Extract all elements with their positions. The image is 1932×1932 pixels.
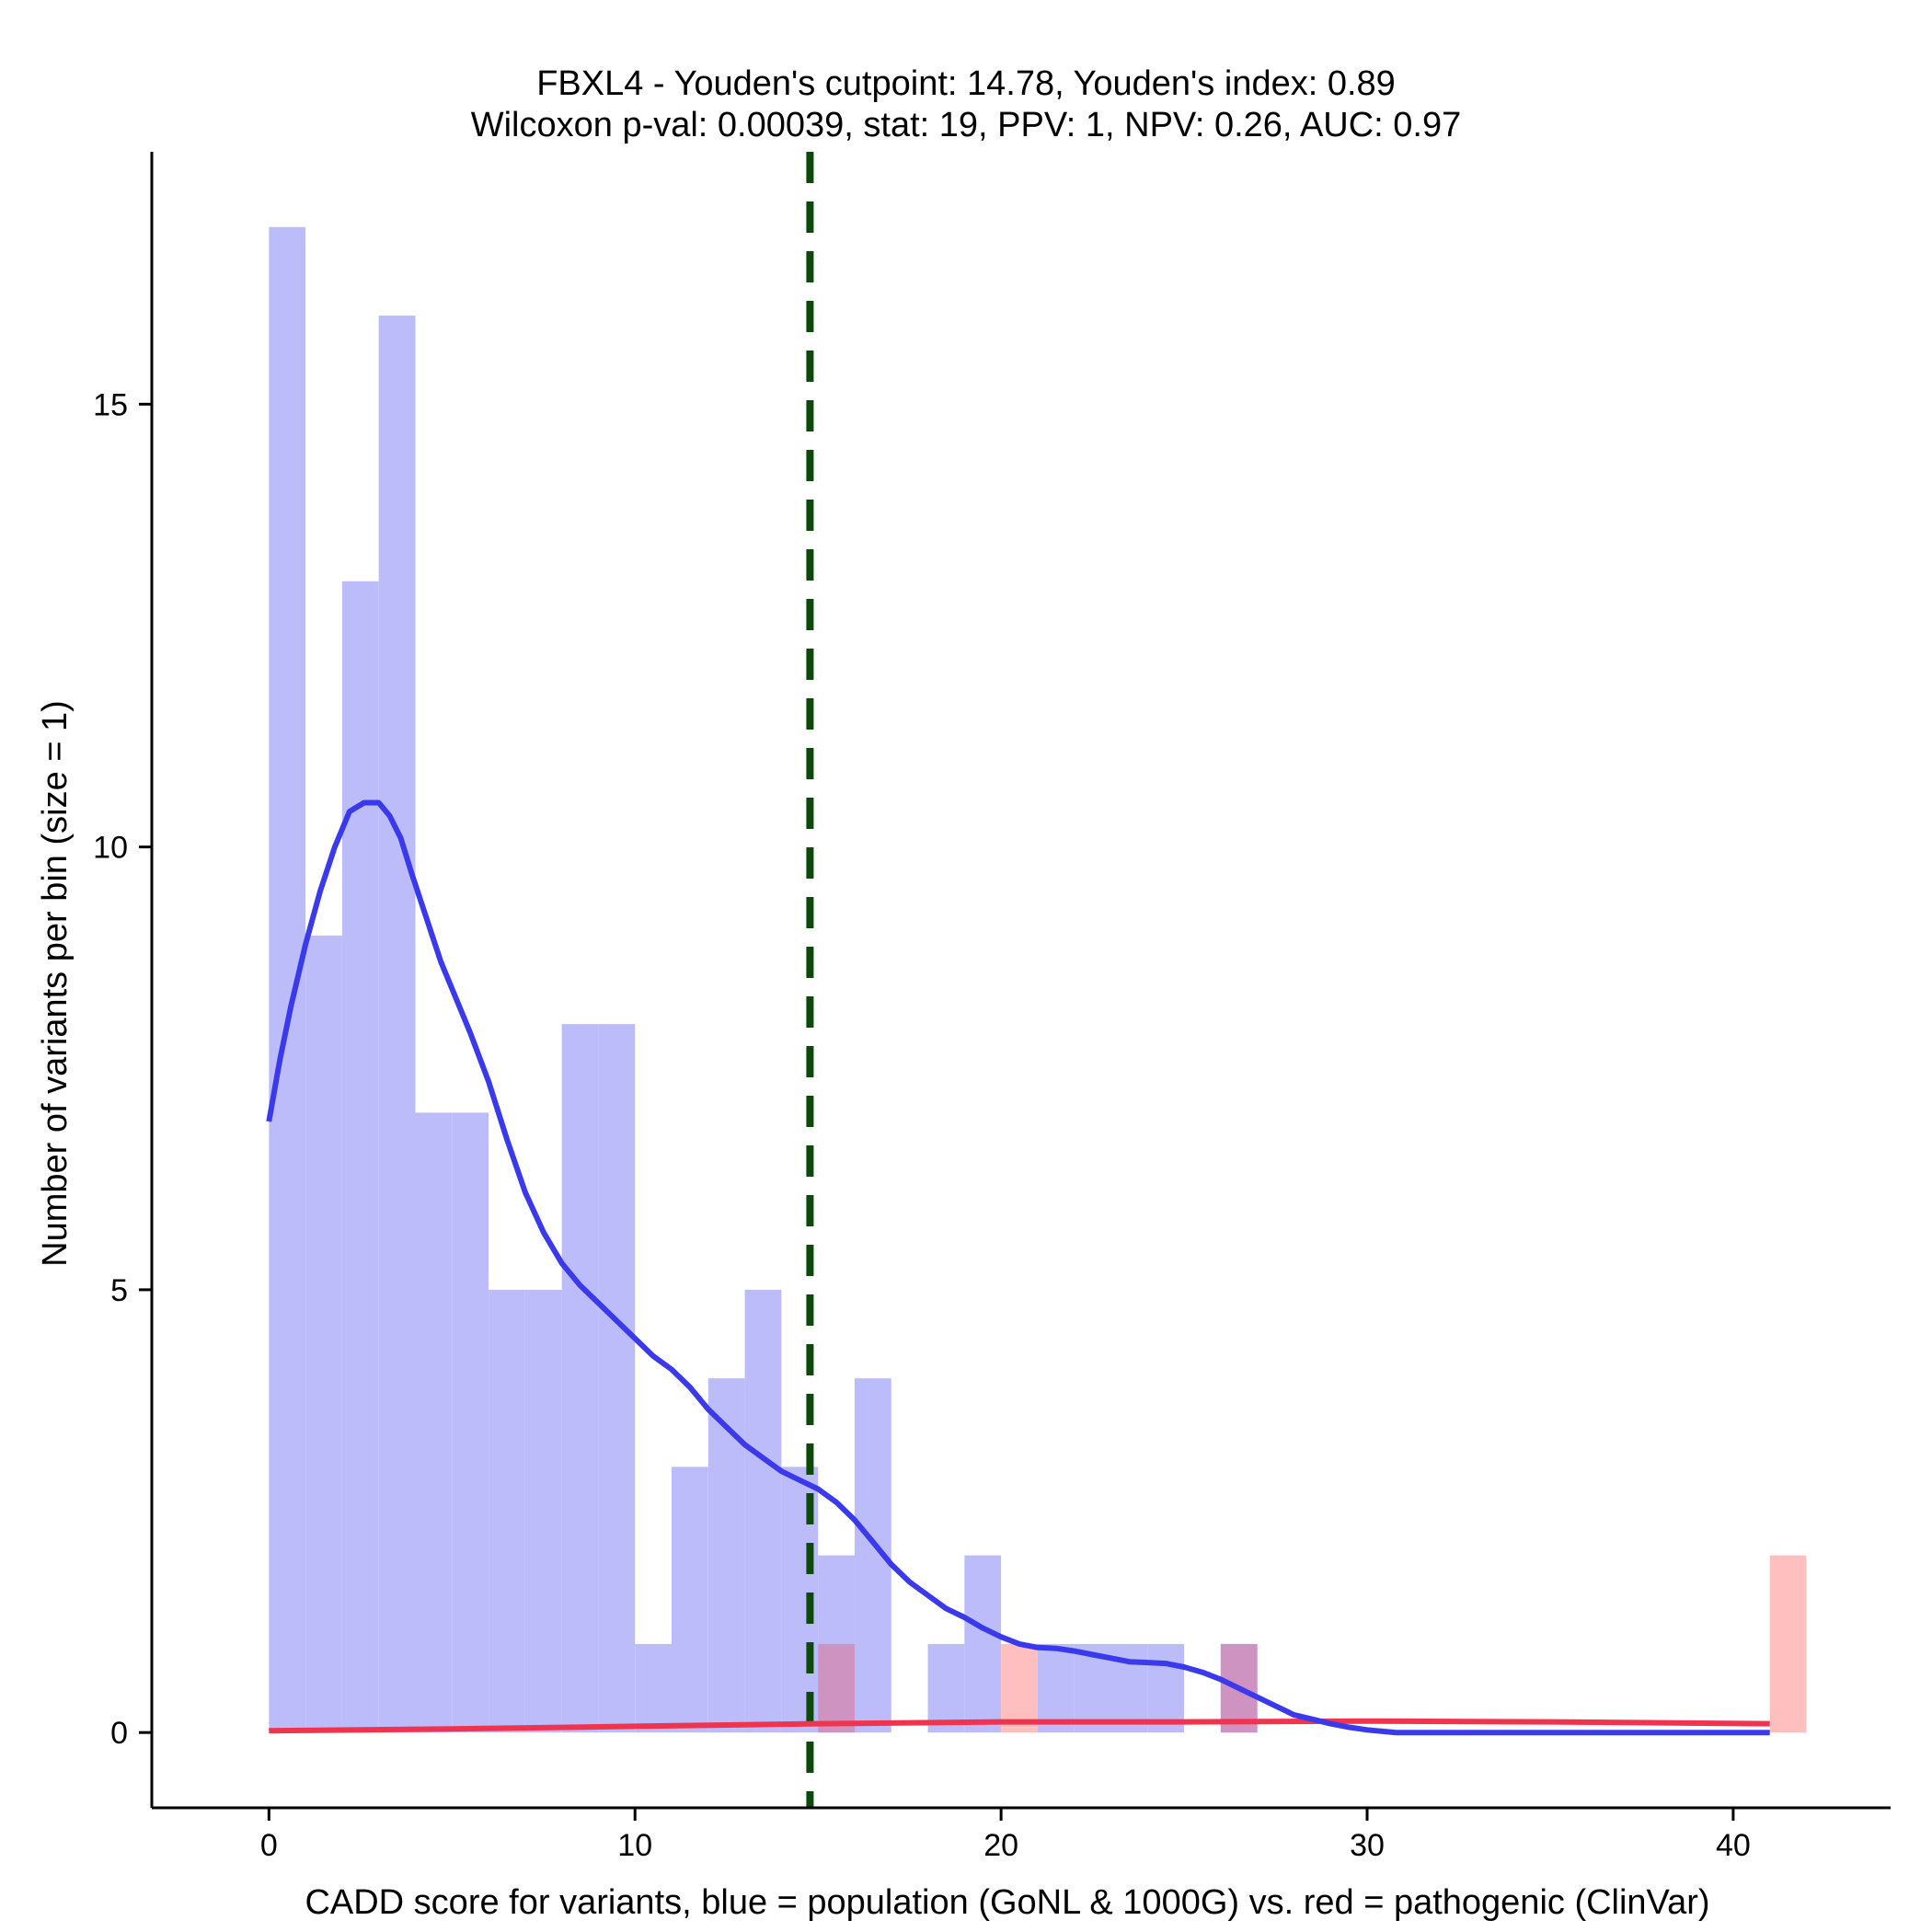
population-bar bbox=[1037, 1643, 1075, 1733]
pathogenic-bar bbox=[1769, 1555, 1807, 1733]
y-tick-label: 15 bbox=[93, 387, 128, 422]
y-axis-title: Number of variants per bin (size = 1) bbox=[36, 700, 75, 1267]
population-bar bbox=[378, 316, 416, 1733]
population-bar bbox=[744, 1289, 782, 1733]
population-bar bbox=[964, 1555, 1002, 1733]
pathogenic-bars bbox=[818, 1555, 1807, 1733]
x-tick-label: 20 bbox=[983, 1828, 1018, 1863]
population-bar bbox=[305, 935, 342, 1733]
pathogenic-bar bbox=[1001, 1643, 1038, 1733]
population-bar bbox=[415, 1112, 453, 1733]
chart-title-line-2: Wilcoxon p-val: 0.00039, stat: 19, PPV: … bbox=[470, 106, 1462, 144]
axes: 0 10 20 30 40 0 5 10 15 bbox=[93, 152, 1891, 1863]
population-bar bbox=[524, 1289, 562, 1733]
population-bar bbox=[927, 1643, 965, 1733]
chart-title-line-1: FBXL4 - Youden's cutpoint: 14.78, Youden… bbox=[536, 64, 1396, 103]
population-bar bbox=[635, 1643, 673, 1733]
population-bar bbox=[598, 1024, 636, 1733]
x-axis-title: CADD score for variants, blue = populati… bbox=[305, 1883, 1709, 1922]
x-tick-label: 10 bbox=[617, 1828, 652, 1863]
population-bar bbox=[1147, 1643, 1185, 1733]
population-bar bbox=[489, 1289, 525, 1733]
x-tick-label: 0 bbox=[260, 1828, 278, 1863]
x-tick-label: 40 bbox=[1716, 1828, 1751, 1863]
y-tick-label: 10 bbox=[93, 831, 128, 866]
density-curves bbox=[266, 799, 1770, 1736]
population-bar bbox=[561, 1024, 599, 1733]
population-density-line bbox=[266, 799, 1770, 1736]
population-bar bbox=[452, 1112, 489, 1733]
pathogenic-bar-overlap bbox=[818, 1643, 855, 1733]
population-bar bbox=[707, 1378, 745, 1733]
y-tick-label: 5 bbox=[110, 1273, 128, 1308]
y-tick-label: 0 bbox=[110, 1716, 128, 1751]
pathogenic-density-line bbox=[269, 1718, 1770, 1734]
x-tick-label: 30 bbox=[1350, 1828, 1385, 1863]
population-bar bbox=[269, 226, 306, 1733]
population-bar bbox=[341, 581, 379, 1733]
population-bar bbox=[672, 1466, 708, 1733]
population-bars bbox=[269, 226, 1258, 1733]
